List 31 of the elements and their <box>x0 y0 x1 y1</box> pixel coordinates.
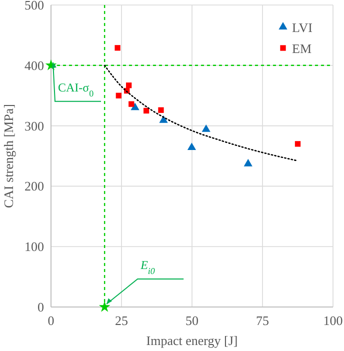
point <box>126 82 132 88</box>
x-tick-label: 100 <box>323 313 343 328</box>
legend-label: LVI <box>292 20 312 35</box>
point <box>159 115 168 123</box>
y-axis-title: CAI strength [MPa] <box>1 104 16 208</box>
x-axis-title: Impact energy [J] <box>146 333 238 348</box>
line-series <box>104 64 298 162</box>
y-tick-label: 0 <box>38 300 44 314</box>
y-tick-label: 200 <box>24 178 44 194</box>
point <box>130 102 140 110</box>
x-tick-label: 75 <box>256 313 269 328</box>
y-tick-label: 400 <box>24 58 44 73</box>
x-tick-label: 25 <box>115 313 128 328</box>
point <box>128 101 134 107</box>
point <box>114 45 120 51</box>
legend-label: EM <box>292 41 312 56</box>
point <box>187 142 196 150</box>
point <box>116 92 122 98</box>
point <box>202 124 210 132</box>
point <box>143 108 150 114</box>
y-tick-label: 500 <box>24 0 44 12</box>
point <box>158 107 164 113</box>
x-tick-label: 0 <box>48 313 54 328</box>
annotation: E$_{i0}$ <box>140 258 156 276</box>
point <box>98 301 110 312</box>
point <box>294 141 301 147</box>
y-tick-label: 100 <box>24 239 44 254</box>
annotation: CAI-σ$_{0}$ <box>58 80 94 98</box>
y-tick-label: 300 <box>24 118 44 134</box>
x-tick-label: 50 <box>186 313 198 328</box>
point <box>244 158 252 166</box>
